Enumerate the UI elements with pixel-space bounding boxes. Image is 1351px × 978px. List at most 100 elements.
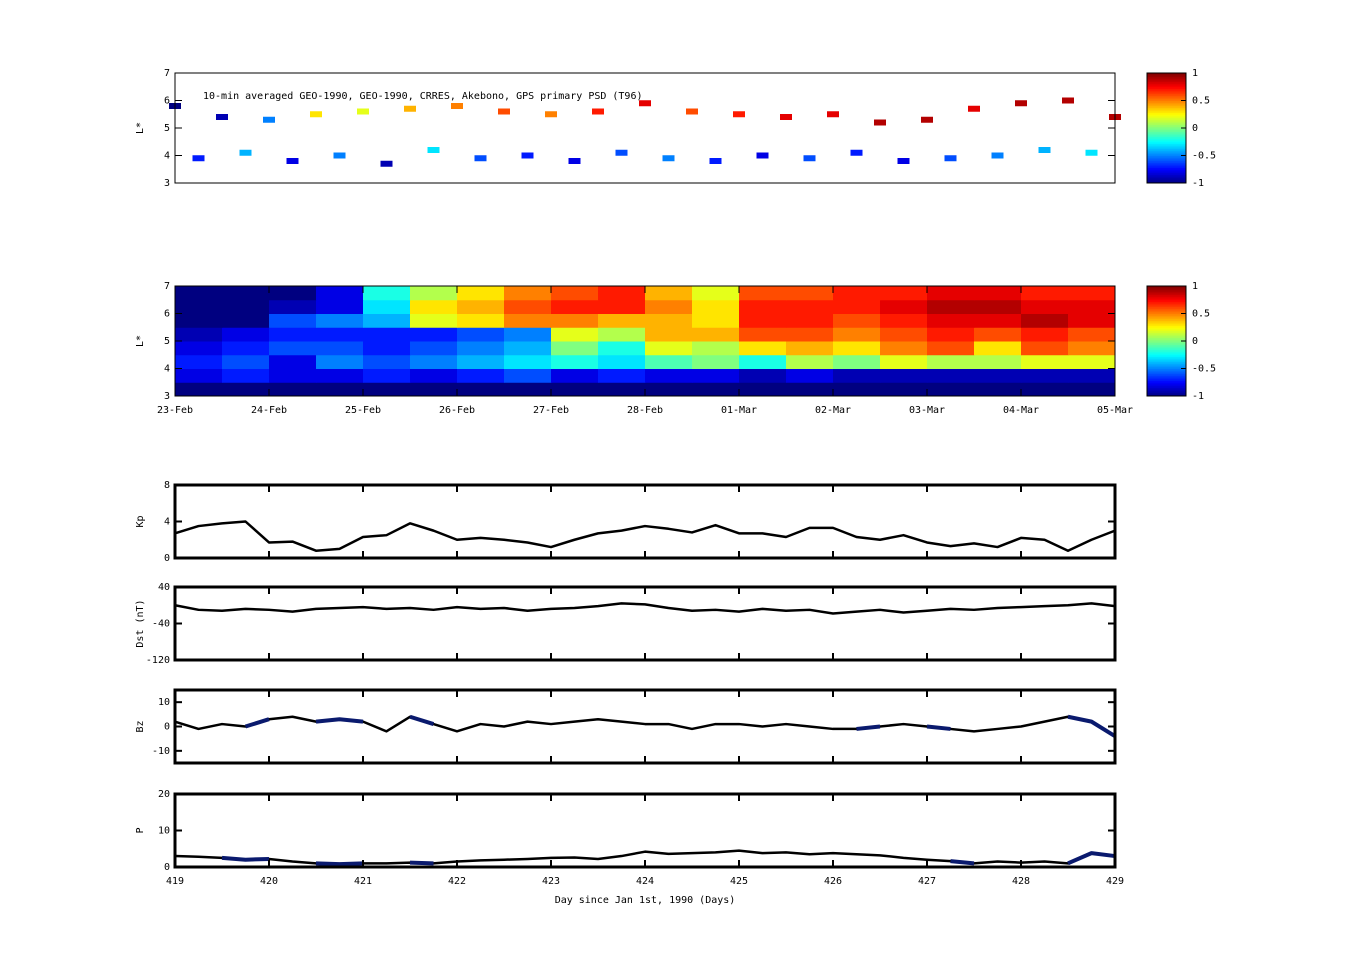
heatmap-cell: [833, 341, 881, 356]
psd-point: [874, 119, 886, 126]
heatmap-cell: [927, 341, 975, 356]
axes-frame: [174, 72, 1116, 184]
heatmap-cell: [1021, 286, 1069, 301]
colorbar-tick-label: 0.5: [1192, 309, 1210, 320]
colorbar-strip: [1147, 299, 1186, 302]
heatmap-cell: [739, 354, 787, 369]
heatmap-cell: [457, 327, 505, 342]
colorbar-tick-label: 1: [1192, 68, 1198, 79]
heatmap-cell: [175, 368, 223, 383]
colorbar-strip: [1147, 356, 1186, 359]
colorbar-strip: [1147, 110, 1186, 114]
heatmap-cell: [974, 341, 1022, 356]
heatmap-cell: [739, 313, 787, 328]
heatmap-cell: [222, 368, 270, 383]
heatmap-cell: [410, 286, 458, 301]
heatmap-cell: [316, 286, 364, 301]
colorbar-strip: [1147, 170, 1186, 174]
colorbar-strip: [1147, 128, 1186, 131]
heatmap-cell: [410, 327, 458, 342]
psd-point: [615, 149, 628, 156]
heatmap-cell: [786, 313, 834, 328]
heatmap-cell: [739, 382, 787, 397]
heatmap-cell: [833, 286, 881, 301]
heatmap-cell: [880, 299, 928, 314]
colorbar-tick-label: 0: [1192, 336, 1198, 347]
x-tick-label: 423: [542, 876, 560, 887]
heatmap-cell: [175, 382, 223, 397]
data-line: [856, 724, 881, 731]
colorbar-strip: [1147, 165, 1186, 169]
heatmap-cell: [692, 286, 740, 301]
y-tick-label: 3: [164, 391, 170, 402]
psd-point: [1085, 149, 1098, 156]
heatmap-cell: [786, 341, 834, 356]
x-tick-label: 422: [448, 876, 466, 887]
heatmap-cell: [1021, 341, 1069, 356]
colorbar-strip: [1147, 177, 1186, 181]
heatmap-cell: [410, 299, 458, 314]
colorbar-strip: [1147, 389, 1186, 392]
y-axis-label: L*: [135, 122, 146, 134]
colorbar-strip: [1147, 313, 1186, 316]
x-tick-label: 421: [354, 876, 372, 887]
heatmap-cell: [269, 327, 317, 342]
heatmap-cell: [504, 341, 552, 356]
colorbar-strip: [1147, 138, 1186, 141]
colorbar-strip: [1147, 353, 1186, 356]
heatmap-cell: [269, 382, 317, 397]
colorbar-strip: [1147, 368, 1186, 371]
heatmap-cell: [175, 299, 223, 314]
heatmap-cell: [222, 299, 270, 314]
y-tick-label: 3: [164, 178, 170, 189]
colorbar-strip: [1147, 79, 1186, 83]
psd-point: [521, 152, 534, 159]
colorbar-strip: [1147, 88, 1186, 91]
colorbar-strip: [1147, 349, 1186, 352]
colorbar-strip: [1147, 157, 1186, 160]
heatmap-cell: [1021, 382, 1069, 397]
heatmap-cell: [504, 382, 552, 397]
y-tick-label: 20: [158, 789, 170, 800]
colorbar-strip: [1147, 315, 1186, 318]
heatmap-cell: [410, 313, 458, 328]
colorbar-strip: [1147, 160, 1186, 163]
colorbar-strip: [1147, 102, 1186, 105]
x-tick-label: 28-Feb: [627, 405, 663, 416]
colorbar-strip: [1147, 150, 1186, 153]
heatmap-cell: [927, 327, 975, 342]
colorbar-strip: [1147, 81, 1186, 84]
heatmap-cell: [786, 354, 834, 369]
colorbar-strip: [1147, 380, 1186, 383]
psd-point: [827, 111, 839, 118]
heatmap-cell: [786, 286, 834, 301]
colorbar-strip: [1147, 97, 1186, 100]
heatmap-cell: [504, 313, 552, 328]
colorbar-strip: [1147, 316, 1186, 320]
colorbar-strip: [1147, 291, 1186, 294]
psd-point: [968, 105, 980, 112]
heatmap-cell: [880, 327, 928, 342]
colorbar-strip: [1147, 129, 1186, 132]
heatmap-cell: [222, 341, 270, 356]
y-tick-label: 5: [164, 336, 170, 347]
data-line: [174, 602, 1116, 615]
heatmap-cell: [833, 299, 881, 314]
colorbar-strip: [1147, 122, 1186, 126]
colorbar-strip: [1147, 334, 1186, 337]
x-tick-label: 27-Feb: [533, 405, 569, 416]
psd-point: [216, 114, 228, 120]
x-tick-label: 01-Mar: [721, 405, 757, 416]
data-line: [315, 861, 364, 867]
axes-frame: [173, 792, 1117, 869]
x-tick-label: 424: [636, 876, 654, 887]
colorbar-tick-label: 0: [1192, 123, 1198, 134]
axes-frame: [173, 585, 1117, 662]
x-tick-label: 428: [1012, 876, 1030, 887]
psd-point: [568, 158, 581, 164]
psd-point: [357, 108, 369, 115]
heatmap-cell: [927, 313, 975, 328]
heatmap-cell: [927, 368, 975, 383]
colorbar-strip: [1147, 361, 1186, 364]
colorbar-strip: [1147, 375, 1186, 378]
